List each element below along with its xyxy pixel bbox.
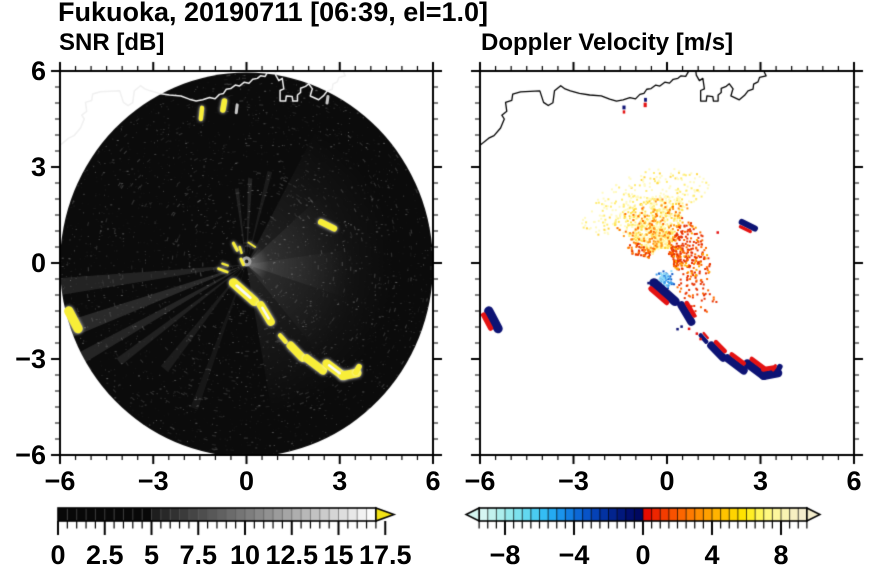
snr-plot: [60, 71, 433, 455]
x-tick-label-velocity: 3: [752, 466, 769, 496]
snr-colorbar-tick-label: 0: [50, 540, 66, 570]
figure-title: Fukuoka, 20190711 [06:39, el=1.0]: [58, 0, 489, 27]
velocity-colorbar: [464, 505, 822, 537]
velocity-panel-title: Doppler Velocity [m/s]: [481, 29, 734, 56]
y-tick-label: 3: [30, 152, 46, 182]
velocity-colorbar-tick-label: 4: [704, 540, 720, 570]
y-tick-label: −6: [15, 440, 46, 470]
y-tick-label: −3: [15, 344, 46, 374]
snr-colorbar-tick-label: 2.5: [85, 540, 124, 570]
x-tick-label-snr: 3: [332, 466, 348, 496]
x-tick-label-snr: −6: [44, 466, 76, 496]
x-tick-label-velocity: 0: [659, 466, 675, 496]
snr-colorbar-tick-label: 15: [323, 540, 354, 570]
y-tick-label: 6: [30, 56, 46, 86]
snr-colorbar-tick-label: 17.5: [358, 540, 412, 570]
snr-colorbar-tick-label: 7.5: [179, 540, 218, 570]
snr-colorbar-tick-label: 12.5: [265, 540, 319, 570]
snr-colorbar-tick-label: 10: [229, 540, 261, 570]
velocity-plot: [480, 71, 854, 455]
velocity-colorbar-tick-label: −8: [489, 540, 521, 570]
velocity-colorbar-tick-label: −4: [558, 540, 590, 570]
x-tick-label-velocity: −6: [464, 466, 496, 496]
x-tick-label-snr: −3: [137, 466, 169, 496]
velocity-colorbar-tick-label: 0: [635, 540, 651, 570]
snr-panel-title: SNR [dB]: [59, 29, 165, 56]
snr-colorbar: [58, 505, 398, 537]
snr-colorbar-tick-label: 5: [143, 540, 160, 570]
x-tick-label-snr: 0: [238, 466, 255, 496]
x-tick-label-velocity: −3: [558, 466, 589, 496]
x-tick-label-snr: 6: [425, 466, 441, 496]
velocity-colorbar-tick-label: 8: [773, 540, 789, 570]
y-tick-label: 0: [30, 248, 46, 278]
x-tick-label-velocity: 6: [846, 466, 862, 496]
